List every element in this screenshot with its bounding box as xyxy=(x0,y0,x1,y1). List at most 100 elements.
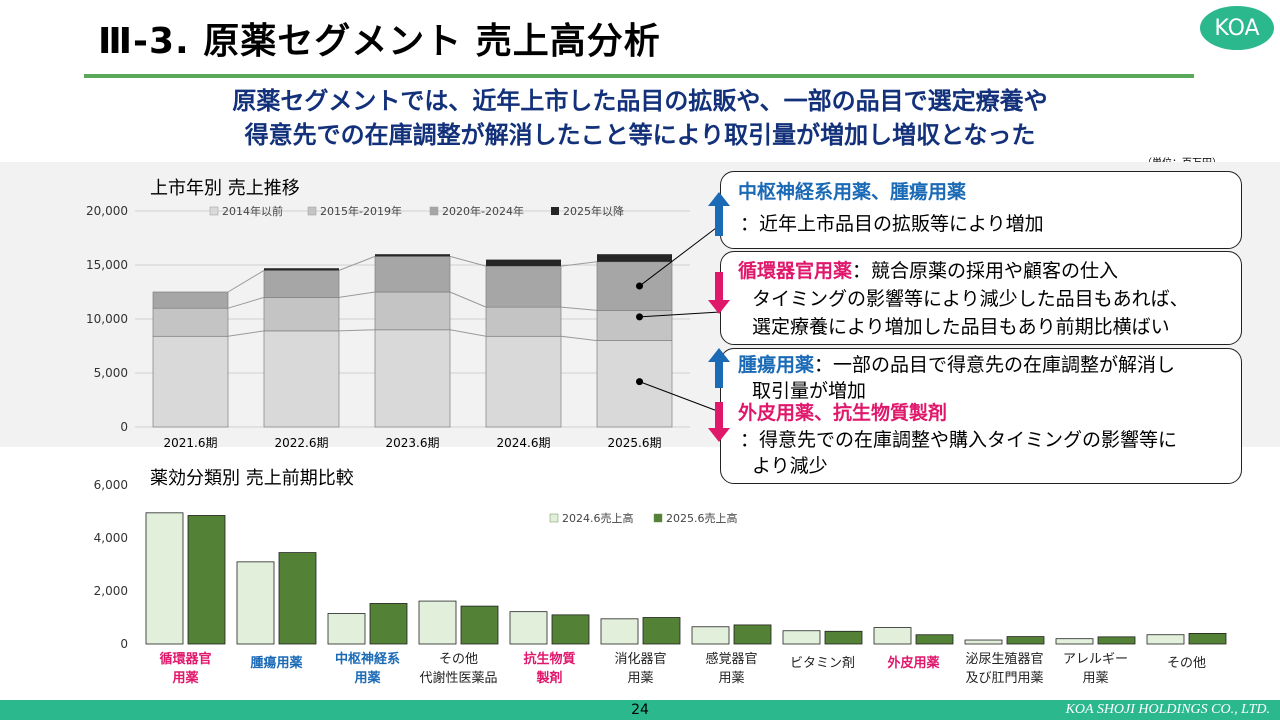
lead-text: 原薬セグメントでは、近年上市した品目の拡販や、一部の品目で選定療養や 得意先での… xyxy=(0,84,1280,152)
upper-series-connector xyxy=(449,255,487,267)
callout-pointer-line xyxy=(639,381,721,413)
callout-1-text: ：近年上市品目の拡販等により増加 xyxy=(740,213,1044,235)
callout-pointer-line xyxy=(639,311,721,318)
lower-category-label: 製剤 xyxy=(535,670,562,686)
upper-legend-swatch xyxy=(429,206,439,216)
lower-bar xyxy=(642,617,681,645)
callout-2-text-1: ：競合原薬の採用や顧客の仕入 xyxy=(852,260,1119,282)
callout-2-line-1: 循環器官用薬：競合原薬の採用や顧客の仕入 xyxy=(738,259,1118,283)
lower-bar xyxy=(782,630,821,645)
upper-series-connector xyxy=(227,296,265,309)
lower-category-label: 代謝性医薬品 xyxy=(419,671,497,686)
callout-3-line-1: 腫瘍用薬：一部の品目で得意先の在庫調整が解消し xyxy=(738,353,1175,377)
callout-3-text-3: ：得意先での在庫調整や購入タイミングの影響等に xyxy=(740,429,1178,451)
upper-series-connector xyxy=(338,255,376,271)
upper-bar-segment xyxy=(596,261,673,311)
lower-category-label: ビタミン剤 xyxy=(790,655,855,671)
upper-legend-label: 2014年以前 xyxy=(222,204,283,218)
upper-y-tick-label: 20,000 xyxy=(86,204,128,218)
lower-bar xyxy=(327,613,366,645)
upper-series-connector xyxy=(338,329,376,332)
title-rule xyxy=(84,74,1194,78)
upper-y-tick-label: 15,000 xyxy=(86,258,128,272)
arrow-up-icon xyxy=(708,192,730,236)
lower-bar xyxy=(278,552,317,645)
lower-bar xyxy=(733,624,772,645)
page-number: 24 xyxy=(631,702,649,718)
arrow-down-icon xyxy=(708,272,730,314)
upper-x-tick-label: 2021.6期 xyxy=(164,436,218,450)
upper-bar-segment xyxy=(152,291,229,309)
page-title: Ⅲ-3. 原薬セグメント 売上高分析 xyxy=(98,21,661,62)
lower-bar xyxy=(873,627,912,645)
lower-bar xyxy=(824,630,863,645)
upper-bar-segment xyxy=(263,270,340,298)
company-name: KOA SHOJI HOLDINGS CO., LTD. xyxy=(1065,702,1270,717)
callout-3-text-2: 取引量が増加 xyxy=(752,380,867,402)
lower-category-label: その他 xyxy=(1167,656,1206,671)
upper-x-tick-label: 2022.6期 xyxy=(275,436,329,450)
lead-line-1: 原薬セグメントでは、近年上市した品目の拡販や、一部の品目で選定療養や xyxy=(232,87,1048,115)
upper-bar-segment xyxy=(374,291,451,331)
upper-y-tick-label: 10,000 xyxy=(86,312,128,326)
upper-bar-segment xyxy=(264,268,339,271)
upper-bar-segment xyxy=(375,254,450,257)
koa-logo: KOA xyxy=(1200,6,1274,50)
upper-bar-segment xyxy=(596,340,673,428)
upper-legend-swatch xyxy=(307,206,317,216)
lead-line-2: 得意先での在庫調整が解消したこと等により取引量が増加し増収となった xyxy=(244,121,1036,149)
lower-legend-swatch xyxy=(549,513,559,523)
upper-bar-segment xyxy=(263,297,340,332)
lower-legend-label: 2025.6売上高 xyxy=(666,511,738,525)
callout-oncology-dermatology xyxy=(720,348,1242,484)
lower-bar xyxy=(964,639,1003,645)
callout-2-text-3: 選定療養により増加した品目もあり前期比横ばい xyxy=(752,316,1170,338)
lower-bar xyxy=(915,634,954,645)
lower-category-label: 抗生物質 xyxy=(523,651,575,667)
lower-category-label: 循環器官 xyxy=(159,651,211,667)
upper-series-connector xyxy=(227,269,265,293)
lower-bar xyxy=(1146,634,1185,645)
lower-category-label: 用薬 xyxy=(353,670,381,686)
callout-cardiovascular xyxy=(720,251,1242,345)
upper-legend-label: 2025年以降 xyxy=(563,204,624,218)
upper-y-tick-label: 0 xyxy=(120,420,128,434)
upper-series-connector xyxy=(560,335,598,342)
lower-y-tick-label: 6,000 xyxy=(94,478,128,492)
upper-bar-segment xyxy=(597,254,672,262)
upper-series-connector xyxy=(449,291,487,308)
lower-category-label: 消化器官 xyxy=(614,651,666,667)
lower-chart-title: 薬効分類別 売上前期比較 xyxy=(150,468,354,489)
upper-legend-label: 2015年-2019年 xyxy=(320,204,402,218)
callout-3-text-4: より減少 xyxy=(752,455,828,477)
lower-legend-label: 2024.6売上高 xyxy=(562,511,634,525)
lower-legend-swatch xyxy=(653,513,663,523)
lower-bar xyxy=(236,561,275,645)
lower-category-label: 用薬 xyxy=(627,671,653,686)
lower-bar xyxy=(418,600,457,645)
upper-series-connector xyxy=(560,261,598,267)
lower-bar xyxy=(1188,633,1227,645)
callout-2-text-2: タイミングの影響等により減少した品目もあれば、 xyxy=(752,288,1189,310)
lower-bar xyxy=(551,614,590,645)
lower-bar xyxy=(1006,636,1045,645)
lower-category-label: 腫瘍用薬 xyxy=(250,655,303,671)
upper-series-connector xyxy=(338,291,376,298)
lower-category-label: 及び肛門用薬 xyxy=(965,671,1043,686)
upper-x-tick-label: 2023.6期 xyxy=(386,436,440,450)
arrow-up-icon xyxy=(708,348,730,388)
upper-bar-segment xyxy=(374,329,451,428)
lower-category-label: 中枢神経系 xyxy=(335,651,400,667)
lower-y-tick-label: 0 xyxy=(120,637,128,651)
upper-bar-segment xyxy=(263,330,340,428)
lower-category-label: 用薬 xyxy=(1082,671,1108,686)
lower-bar xyxy=(187,515,226,645)
callout-1-title: 中枢神経系用薬、腫瘍用薬 xyxy=(738,181,967,203)
lower-y-tick-label: 4,000 xyxy=(94,531,128,545)
callout-3-text-1: ：一部の品目で得意先の在庫調整が解消し xyxy=(814,354,1176,376)
upper-series-connector xyxy=(227,330,265,337)
lower-category-label: 泌尿生殖器官 xyxy=(965,651,1043,667)
upper-x-tick-label: 2024.6期 xyxy=(497,436,551,450)
callout-3-title-2: 外皮用薬、抗生物質製剤 xyxy=(738,402,948,424)
